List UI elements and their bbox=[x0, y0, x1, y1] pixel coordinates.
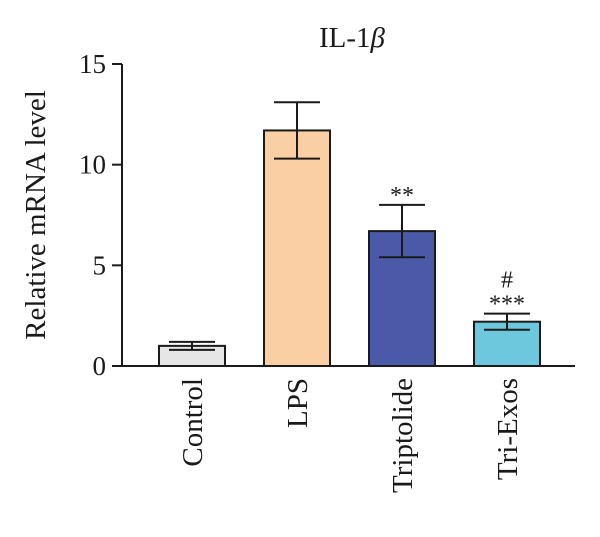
y-ticks: 0 5 10 15 bbox=[79, 49, 122, 381]
y-tick-label: 0 bbox=[93, 351, 107, 381]
y-tick-label: 15 bbox=[79, 49, 106, 79]
x-tick-label: Tri-Exos bbox=[492, 378, 524, 480]
x-tick-label: Control bbox=[177, 378, 209, 467]
x-tick-label: Triptolide bbox=[387, 378, 419, 493]
chart-title: IL-1β bbox=[319, 22, 386, 54]
y-tick-label: 10 bbox=[79, 150, 106, 180]
bar-lps bbox=[263, 129, 331, 367]
significance-marker: ** bbox=[390, 183, 414, 209]
error-bars bbox=[169, 101, 530, 351]
y-tick-label: 5 bbox=[93, 250, 107, 280]
x-tick-label: LPS bbox=[282, 378, 314, 428]
chart-title-main: IL-1 bbox=[319, 22, 371, 54]
significance-marker: # bbox=[501, 268, 513, 294]
bars bbox=[158, 129, 541, 368]
significance-marker: *** bbox=[489, 292, 525, 318]
chart-title-greek: β bbox=[370, 22, 386, 54]
x-category-labels: Control LPS Triptolide Tri-Exos bbox=[177, 378, 524, 493]
y-axis-label: Relative mRNA level bbox=[20, 90, 52, 340]
significance-annotations: *****# bbox=[390, 183, 525, 318]
